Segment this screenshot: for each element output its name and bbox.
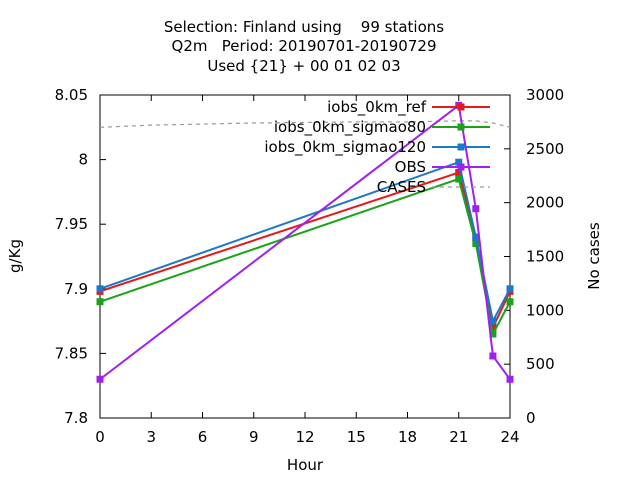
data-point — [472, 233, 480, 241]
data-point — [506, 285, 514, 293]
y-tick-label: 7.85 — [55, 344, 88, 362]
series-line — [99, 171, 511, 331]
y2-tick-label: 1000 — [526, 301, 564, 319]
x-tick-label: 6 — [198, 428, 208, 446]
x-axis-title: Hour — [287, 456, 324, 474]
legend-label: CASES — [377, 178, 426, 196]
data-point — [455, 169, 463, 177]
data-point — [96, 298, 104, 306]
data-point — [472, 240, 480, 248]
data-point — [489, 324, 497, 332]
y2-axis: 0 500 1000 1500 2000 2500 3000 — [504, 86, 564, 427]
y2-axis-title: No cases — [585, 222, 603, 290]
x-tick-label: 0 — [95, 428, 105, 446]
data-point — [489, 330, 497, 338]
y-axis: 7.8 7.85 7.9 7.95 8 8.05 — [55, 86, 106, 427]
series-line — [99, 120, 511, 128]
series-line — [99, 160, 511, 325]
series-iobs-0km-ref — [96, 169, 514, 332]
data-point — [489, 352, 497, 360]
x-tick-label: 24 — [500, 428, 519, 446]
legend-entry: iobs_0km_ref — [327, 98, 490, 117]
legend-entry: CASES — [377, 178, 490, 196]
y-tick-label: 8 — [78, 151, 88, 169]
legend-label: iobs_0km_sigmao120 — [264, 138, 426, 157]
x-tick-label: 3 — [146, 428, 156, 446]
y-tick-label: 7.9 — [64, 280, 88, 298]
data-point — [455, 158, 463, 166]
legend-marker — [457, 103, 465, 111]
legend-marker — [457, 143, 465, 151]
y-axis-title: g/Kg — [6, 239, 24, 273]
x-tick-label: 18 — [398, 428, 417, 446]
x-tick-label: 12 — [295, 428, 314, 446]
y2-tick-label: 500 — [526, 355, 555, 373]
x-tick-label: 21 — [449, 428, 468, 446]
series-iobs-0km-sigmao80 — [96, 175, 514, 338]
legend-marker — [457, 123, 465, 131]
data-point — [506, 298, 514, 306]
legend: iobs_0km_refiobs_0km_sigmao80iobs_0km_si… — [264, 98, 490, 196]
legend-label: OBS — [395, 158, 426, 176]
series-cases — [99, 120, 511, 128]
chart-title: Selection: Finland using 99 stations Q2m… — [164, 18, 444, 75]
legend-entry: iobs_0km_sigmao80 — [274, 118, 490, 137]
x-tick-label: 15 — [347, 428, 366, 446]
series-line — [99, 177, 511, 338]
x-axis: 0 3 6 9 12 15 18 21 24 — [95, 95, 520, 446]
data-point — [506, 375, 514, 383]
data-point — [455, 175, 463, 183]
y2-tick-label: 2000 — [526, 194, 564, 212]
data-point — [489, 317, 497, 325]
legend-marker — [457, 163, 465, 171]
title-line-1: Selection: Finland using 99 stations — [164, 18, 444, 36]
legend-label: iobs_0km_sigmao80 — [274, 118, 426, 137]
title-line-3: Used {21} + 00 01 02 03 — [207, 57, 400, 75]
x-tick-label: 9 — [249, 428, 259, 446]
series-iobs-0km-sigmao120 — [96, 158, 514, 325]
y-tick-label: 8.05 — [55, 86, 88, 104]
legend-entry: OBS — [395, 158, 490, 176]
data-point — [472, 205, 480, 213]
legend-label: iobs_0km_ref — [327, 98, 427, 117]
data-point — [96, 375, 104, 383]
y2-tick-label: 1500 — [526, 248, 564, 266]
title-line-2: Q2m Period: 20190701-20190729 — [172, 37, 437, 55]
legend-entry: iobs_0km_sigmao120 — [264, 138, 490, 157]
y2-tick-label: 3000 — [526, 86, 564, 104]
series-layer — [96, 101, 514, 383]
y-tick-label: 7.8 — [64, 409, 88, 427]
data-point — [96, 285, 104, 293]
y-tick-label: 7.95 — [55, 215, 88, 233]
y2-tick-label: 0 — [526, 409, 536, 427]
y2-tick-label: 2500 — [526, 140, 564, 158]
